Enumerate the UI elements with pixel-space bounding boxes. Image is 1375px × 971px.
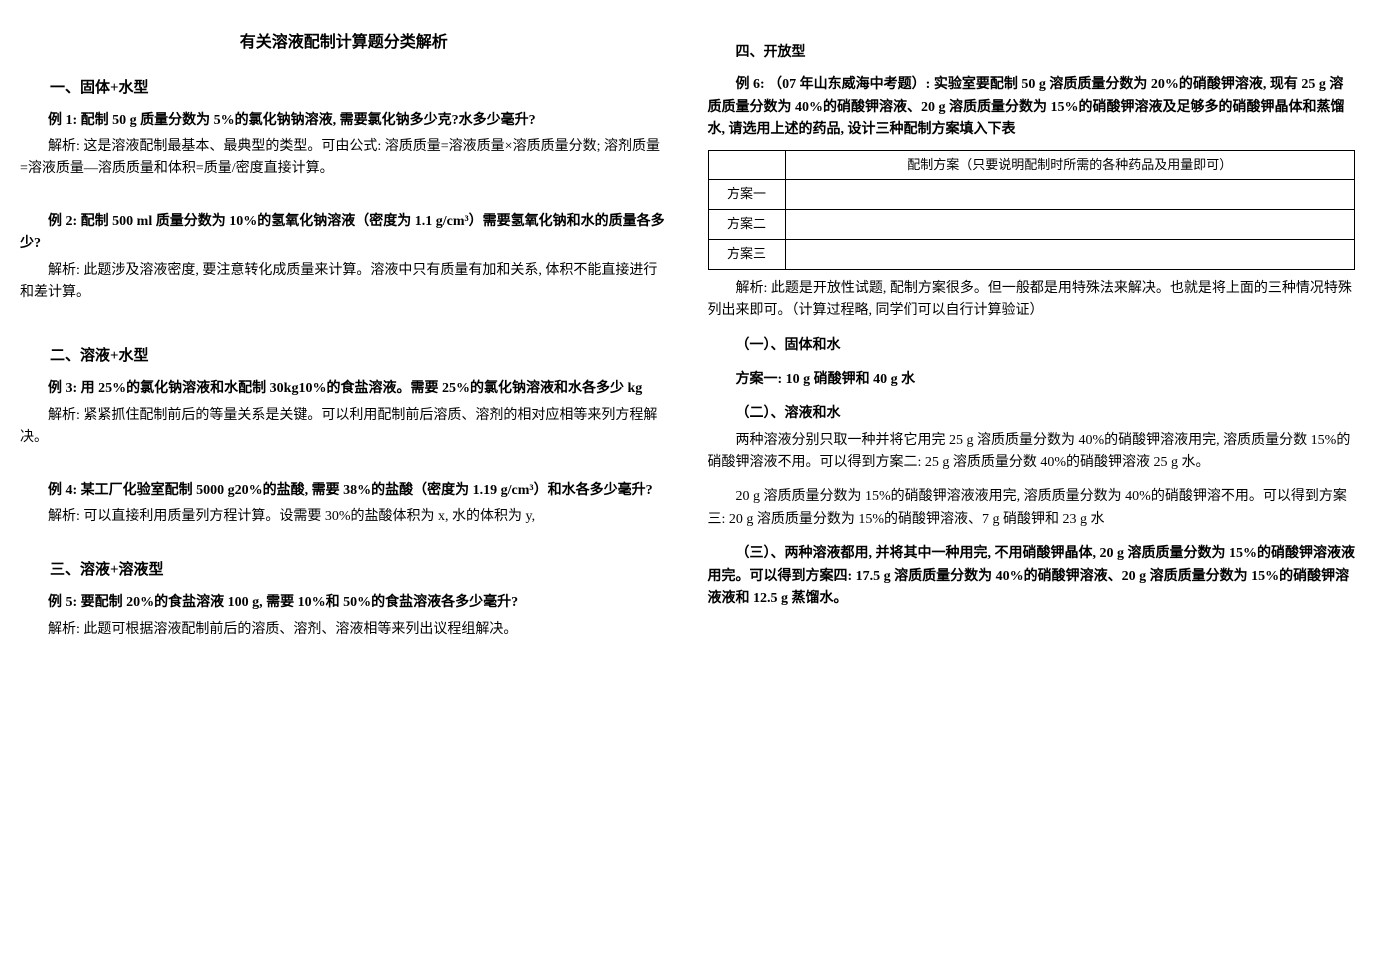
page-container: 有关溶液配制计算题分类解析 一、固体+水型 例 1: 配制 50 g 质量分数为… — [20, 30, 1355, 645]
sub1-body: 方案一: 10 g 硝酸钾和 40 g 水 — [708, 369, 1356, 391]
row-content — [785, 180, 1355, 210]
row-label: 方案三 — [708, 239, 785, 269]
table-row: 方案二 — [708, 210, 1355, 240]
plan-table: 配制方案（只要说明配制时所需的各种药品及用量即可） 方案一 方案二 方案三 — [708, 150, 1356, 270]
ex5-body: 解析: 此题可根据溶液配制前后的溶质、溶剂、溶液相等来列出议程组解决。 — [20, 619, 668, 641]
table-row: 方案一 — [708, 180, 1355, 210]
sub1-title: （一）、固体和水 — [708, 335, 1356, 357]
left-column: 有关溶液配制计算题分类解析 一、固体+水型 例 1: 配制 50 g 质量分数为… — [20, 30, 668, 645]
ex3-title: 例 3: 用 25%的氯化钠溶液和水配制 30kg10%的食盐溶液。需要 25%… — [20, 378, 668, 400]
sub2-title: （二）、溶液和水 — [708, 403, 1356, 425]
ex5-title: 例 5: 要配制 20%的食盐溶液 100 g, 需要 10%和 50%的食盐溶… — [20, 592, 668, 614]
ex4-title: 例 4: 某工厂化验室配制 5000 g20%的盐酸, 需要 38%的盐酸（密度… — [20, 480, 668, 502]
table-header-row: 配制方案（只要说明配制时所需的各种药品及用量即可） — [708, 150, 1355, 180]
main-title: 有关溶液配制计算题分类解析 — [20, 30, 668, 56]
ex4-body: 解析: 可以直接利用质量列方程计算。设需要 30%的盐酸体积为 x, 水的体积为… — [20, 506, 668, 528]
sub3-title: （三）、两种溶液都用, 并将其中一种用完, 不用硝酸钾晶体, 20 g 溶质质量… — [708, 543, 1356, 610]
row-label: 方案二 — [708, 210, 785, 240]
section2-title: 二、溶液+水型 — [20, 344, 668, 368]
ex2-title: 例 2: 配制 500 ml 质量分数为 10%的氢氧化钠溶液（密度为 1.1 … — [20, 211, 668, 256]
table-row: 方案三 — [708, 239, 1355, 269]
right-column: 四、开放型 例 6: （07 年山东威海中考题）: 实验室要配制 50 g 溶质… — [708, 30, 1356, 645]
ex1-title: 例 1: 配制 50 g 质量分数为 5%的氯化钠钠溶液, 需要氯化钠多少克?水… — [20, 110, 668, 132]
after-table-text: 解析: 此题是开放性试题, 配制方案很多。但一般都是用特殊法来解决。也就是将上面… — [708, 278, 1356, 323]
section4-title: 四、开放型 — [708, 42, 1356, 64]
header-empty-cell — [708, 150, 785, 180]
section3-title: 三、溶液+溶液型 — [20, 558, 668, 582]
row-label: 方案一 — [708, 180, 785, 210]
ex2-body: 解析: 此题涉及溶液密度, 要注意转化成质量来计算。溶液中只有质量有加和关系, … — [20, 260, 668, 305]
row-content — [785, 239, 1355, 269]
sub2-body1: 两种溶液分别只取一种并将它用完 25 g 溶质质量分数为 40%的硝酸钾溶液用完… — [708, 430, 1356, 475]
header-cell: 配制方案（只要说明配制时所需的各种药品及用量即可） — [785, 150, 1355, 180]
ex3-body: 解析: 紧紧抓住配制前后的等量关系是关键。可以利用配制前后溶质、溶剂的相对应相等… — [20, 405, 668, 450]
ex6-title: 例 6: （07 年山东威海中考题）: 实验室要配制 50 g 溶质质量分数为 … — [708, 74, 1356, 141]
section1-title: 一、固体+水型 — [20, 76, 668, 100]
row-content — [785, 210, 1355, 240]
ex1-body: 解析: 这是溶液配制最基本、最典型的类型。可由公式: 溶质质量=溶液质量×溶质质… — [20, 136, 668, 181]
sub2-body2: 20 g 溶质质量分数为 15%的硝酸钾溶液液用完, 溶质质量分数为 40%的硝… — [708, 486, 1356, 531]
